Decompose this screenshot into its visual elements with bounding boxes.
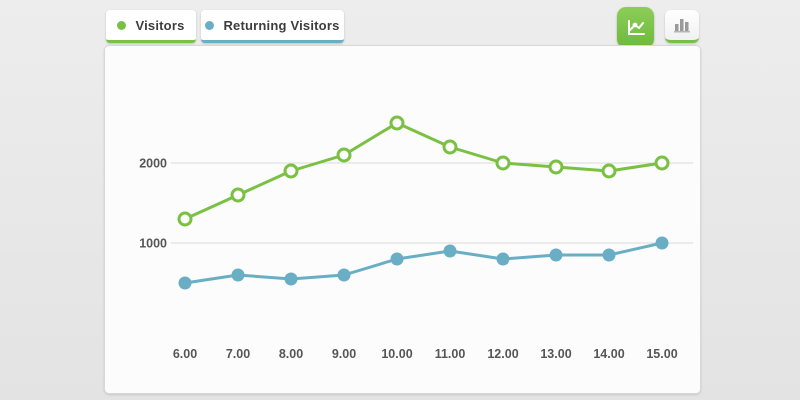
data-point-visitors[interactable] [283,163,299,179]
chart-panel: 1000 2000 6.00 7.00 8.00 9.00 10.00 11.00 12.00 1… [104,45,701,394]
bar-chart-icon [674,19,690,33]
data-point-returning-visitors[interactable] [549,248,563,262]
data-point-returning-visitors[interactable] [655,236,669,250]
data-point-returning-visitors[interactable] [284,272,298,286]
series-line-returning-visitors [183,241,664,285]
legend-tab-returning-visitors-label: Returning Visitors [223,17,340,33]
data-point-returning-visitors[interactable] [231,268,245,282]
data-point-visitors[interactable] [230,187,246,203]
data-point-returning-visitors[interactable] [390,252,404,266]
legend-tab-returning-visitors[interactable]: Returning Visitors [201,10,344,43]
data-point-visitors[interactable] [177,211,193,227]
x-tick-label: 10.00 [381,347,412,361]
data-point-visitors[interactable] [548,159,564,175]
returning-visitors-dot-icon [205,20,215,30]
line-chart-icon [627,19,645,35]
x-tick-label: 12.00 [487,347,518,361]
visitors-dot-icon [117,20,127,30]
x-tick-label: 7.00 [226,347,250,361]
line-chart: 1000 2000 6.00 7.00 8.00 9.00 10.00 11.00 12.00 1… [139,115,693,361]
bar-chart-view-button[interactable] [665,10,699,43]
data-point-visitors[interactable] [601,163,617,179]
x-tick-label: 8.00 [279,347,303,361]
data-point-visitors[interactable] [654,155,670,171]
data-point-visitors[interactable] [495,155,511,171]
legend-tab-visitors[interactable]: Visitors [106,10,196,43]
x-tick-label: 6.00 [173,347,197,361]
y-tick-label: 1000 [139,237,167,251]
data-point-returning-visitors[interactable] [602,248,616,262]
data-point-visitors[interactable] [336,147,352,163]
data-point-visitors[interactable] [389,115,405,131]
data-point-returning-visitors[interactable] [178,276,192,290]
line-chart-view-button[interactable] [617,7,654,48]
x-tick-label: 13.00 [540,347,571,361]
data-point-returning-visitors[interactable] [337,268,351,282]
data-point-returning-visitors[interactable] [496,252,510,266]
x-tick-label: 11.00 [435,347,466,361]
x-tick-label: 14.00 [593,347,624,361]
y-tick-label: 2000 [139,157,167,171]
series-line-visitors [183,121,664,221]
data-point-returning-visitors[interactable] [443,244,457,258]
data-point-visitors[interactable] [442,139,458,155]
x-tick-label: 9.00 [332,347,356,361]
x-tick-label: 15.00 [646,347,677,361]
legend-tab-visitors-label: Visitors [135,17,185,33]
